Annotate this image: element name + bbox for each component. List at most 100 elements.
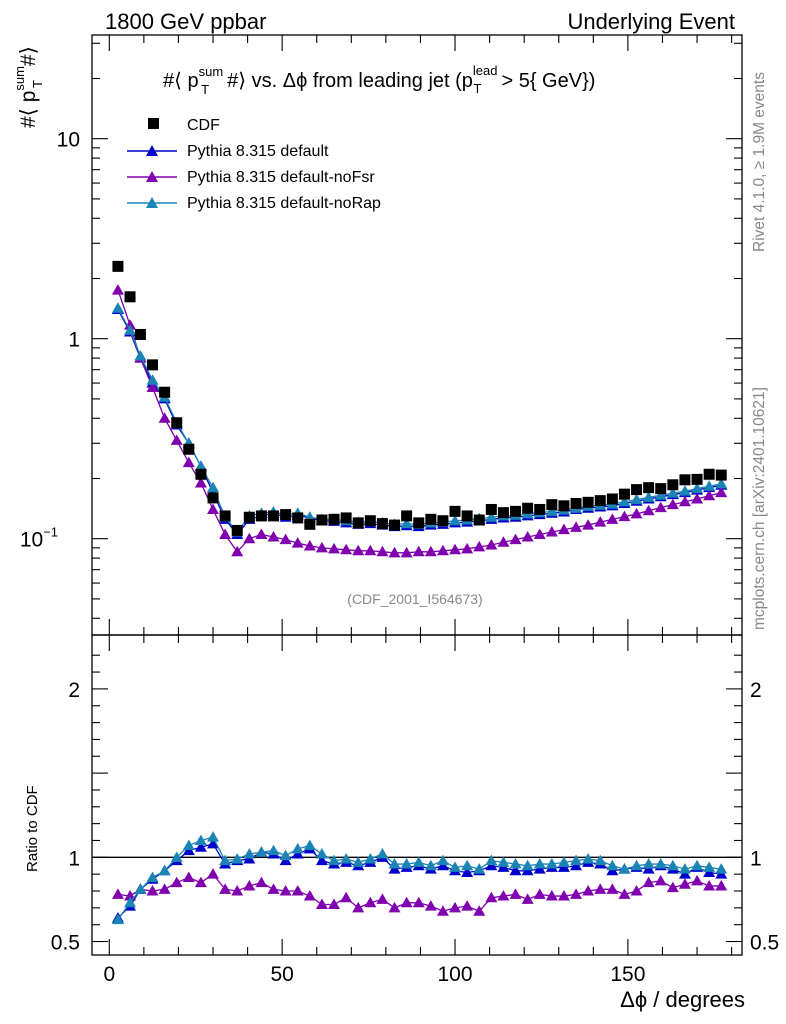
cdf-data-point [546,499,558,511]
legend-label-norap: Pythia 8.315 default-noRap [187,195,381,212]
ratio-series-2-marker [436,854,449,866]
cdf-data-point [558,500,570,512]
ratio-series-2-marker [267,844,280,856]
cdf-data-point [292,512,304,524]
ratio-series-2-marker [485,854,498,866]
ratio-series-1-marker [654,874,667,886]
ratio-series-0-marker [194,841,207,852]
ratio-series-2-marker [255,846,268,857]
legend-item-cdf: CDF [148,117,220,134]
cdf-data-point [631,484,643,496]
main-series-2-marker [582,519,595,530]
ratio-series-2-marker [557,856,570,867]
main-series-3-marker [194,460,207,471]
ratio-series-2-marker [146,871,159,883]
ratio-series-2-marker [158,864,171,876]
ratio-series-2-marker [521,859,534,871]
ratio-y-axis-label: Ratio to CDF [24,785,41,872]
main-series-2-marker [194,476,207,488]
ratio-y-tick-label-left: 1 [68,847,80,870]
main-series-2-marker [146,381,159,393]
main-series-2-marker [703,489,716,501]
main-series-2-marker [412,545,425,557]
ratio-series-2-marker [412,856,425,867]
legend-item-norap: Pythia 8.315 default-noRap [127,195,381,212]
ratio-series-2-marker [630,859,643,871]
main-series-3-marker [630,493,643,505]
analysis-id-label: (CDF_2001_I564673) [347,591,482,607]
cdf-data-point [280,509,292,521]
main-series-2-marker [158,412,171,423]
cdf-data-point [268,510,280,522]
ratio-series-2-marker [424,859,437,871]
ratio-series-2-marker [328,854,341,866]
main-series-2-marker [630,507,643,519]
cdf-data-point [691,473,703,485]
main-series-2-marker [170,434,183,445]
cdf-data-point [715,469,727,481]
main-series-2-marker [424,545,437,557]
main-data-layer [111,260,728,558]
main-series-3-marker [703,480,716,491]
ratio-series-1-marker [642,876,655,888]
ratio-y-tick-label-right: 2 [750,679,762,702]
main-series-2-marker [449,543,462,555]
main-y-tick-label: 10 [57,129,80,152]
cdf-data-point [376,518,388,530]
cdf-data-point [328,513,340,525]
main-y-tick-label: 1 [68,329,80,352]
cdf-data-point [643,482,655,494]
cdf-data-point [425,513,437,525]
main-series-2-marker [267,530,280,542]
main-series-2-marker [400,546,413,558]
ratio-series-2-marker [509,858,522,869]
ratio-series-1-marker [497,890,510,901]
ratio-series-1-marker [194,876,207,888]
legend-marker-cdf [148,118,159,129]
cdf-data-point [231,524,243,536]
ratio-series-2-marker [654,858,667,869]
ratio-series-1-marker [678,878,691,889]
main-series-2-marker [436,544,449,556]
main-series-2-marker [231,545,244,557]
main-series-2-marker [594,516,607,527]
ratio-series-1-marker [715,879,728,891]
ratio-series-2-marker [279,849,292,861]
ratio-series-1-marker [703,879,716,891]
ratio-series-1-marker [267,883,280,894]
main-series-3-marker [691,482,704,494]
main-series-2-marker [715,486,728,498]
ratio-series-2-marker [497,856,510,867]
ratio-series-2-marker [545,858,558,869]
ratio-series-1-marker [412,896,425,908]
ratio-series-1-marker [182,871,195,883]
ratio-series-1-marker [594,883,607,894]
main-series-2-marker [279,533,292,545]
ratio-series-2-marker [400,858,413,869]
main-series-2-marker [521,530,534,542]
cdf-data-point [255,510,267,522]
main-series-3-marker [134,349,147,361]
ratio-series-2-marker [376,847,389,859]
ratio-y-tick-label-right: 0.5 [750,932,779,955]
ratio-series-1-marker [461,900,474,911]
ratio-series-1-marker [691,874,704,886]
ratio-series-1-marker [606,883,619,894]
ratio-series-2-marker [678,863,691,874]
ratio-series-2-marker [207,831,220,842]
ratio-series-1-marker [485,891,498,903]
main-series-2-marker [255,528,268,539]
ratio-series-0-marker [509,864,522,876]
ratio-series-2-marker [449,861,462,872]
main-series-2-marker [642,504,655,516]
cdf-data-point [134,328,146,340]
rivet-version-label: Rivet 4.1.0, ≥ 1.9M events [751,72,768,252]
cdf-data-point [534,503,546,515]
main-series-2-marker [291,537,304,548]
x-tick-label: 0 [103,963,115,986]
legend-marker-norap [146,197,158,208]
ratio-panel: 0.5 0.5 1 1 2 2 0 50 100 150 Ratio to CDF Δϕ / de… [24,634,779,1012]
legend-marker-nofsr [146,171,158,182]
main-series-2-marker [364,544,377,556]
